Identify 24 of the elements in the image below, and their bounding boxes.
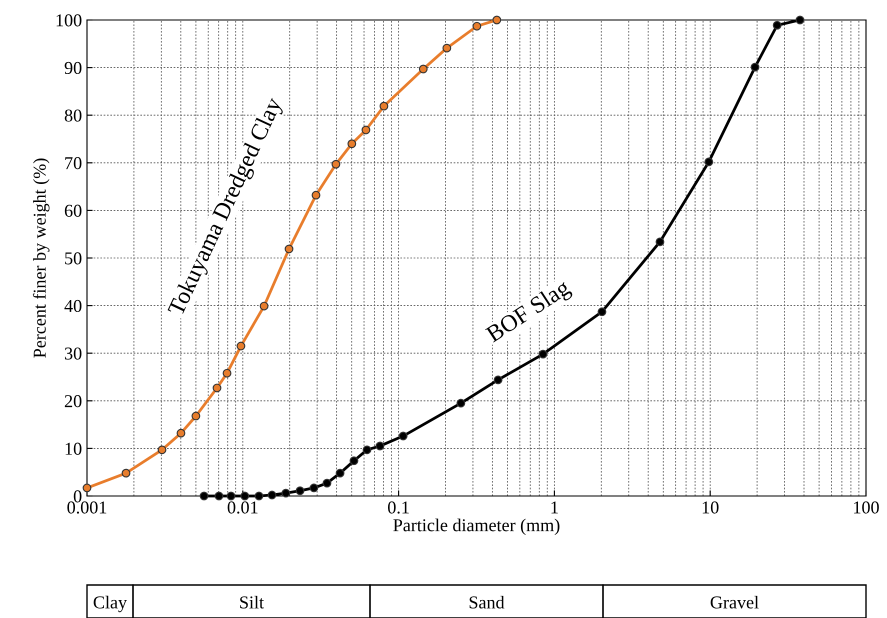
y-tick-label: 30: [64, 347, 82, 360]
x-tick-label: 0.1: [388, 501, 409, 514]
y-tick-label: 90: [64, 62, 82, 74]
x-axis-title: Particle diameter (mm): [393, 518, 560, 535]
text: BOF Slag: [484, 278, 574, 347]
text: Clay: [94, 596, 127, 612]
y-tick-label: 80: [64, 109, 82, 122]
text: Sand: [470, 596, 504, 609]
x-tick-label: 10: [702, 501, 719, 514]
y-tick-label: 40: [64, 300, 82, 312]
y-tick-label: 100: [56, 14, 82, 26]
y-tick-label: 50: [65, 252, 82, 264]
x-tick-label: 1: [551, 501, 558, 514]
x-tick-label: 0.01: [228, 501, 258, 514]
y-tick-label: 70: [65, 157, 82, 170]
text: Gravel: [710, 596, 759, 609]
text: Silt: [240, 596, 264, 609]
x-tick-label: 100: [854, 501, 879, 514]
y-axis-title: Percent finer by weight (%): [32, 158, 50, 358]
y-tick-label: 10: [66, 442, 82, 455]
y-tick-label: 0: [74, 490, 82, 502]
x-tick-label: 0.001: [67, 501, 106, 514]
y-tick-label: 20: [64, 395, 82, 408]
y-tick-label: 60: [64, 204, 82, 217]
